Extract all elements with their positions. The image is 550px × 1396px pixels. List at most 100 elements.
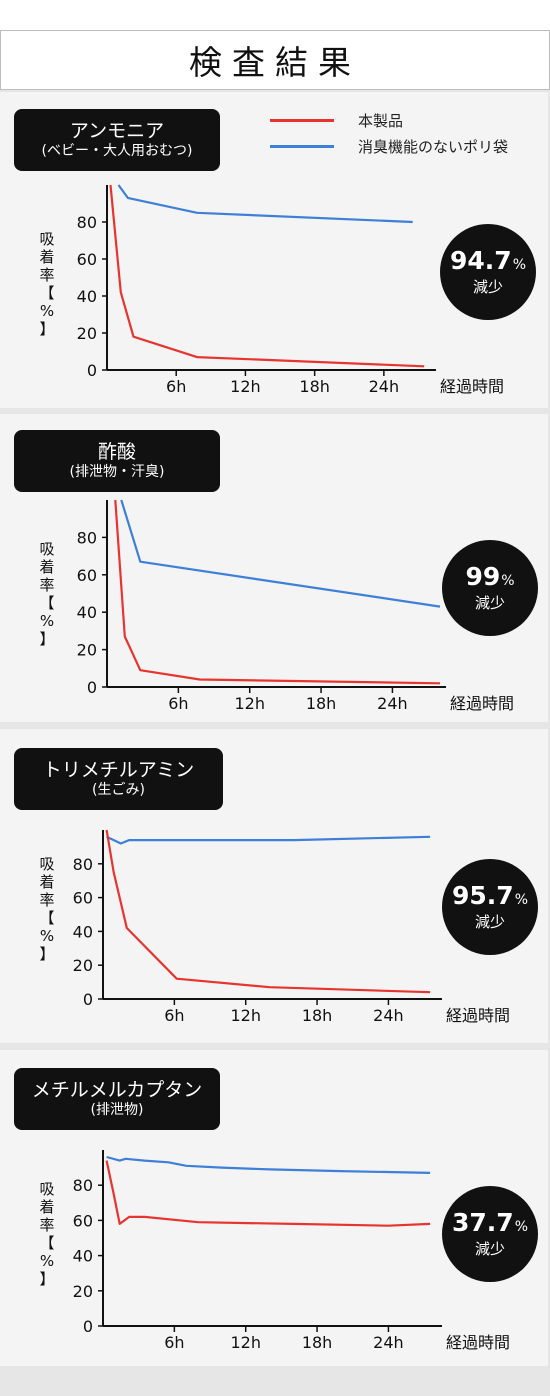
legend-label: 本製品: [358, 112, 404, 130]
y-axis-label-char: %: [39, 1252, 55, 1270]
y-axis-label-char: 】: [39, 320, 55, 338]
x-tick-label: 12h: [230, 377, 261, 396]
y-axis-label-char: 着: [39, 1198, 55, 1216]
x-tick-label: 24h: [373, 1333, 404, 1352]
gas-source: (排泄物): [90, 1102, 144, 1118]
y-axis-label-char: 】: [39, 630, 55, 648]
reduction-badge: 94.7% 減少: [440, 224, 536, 320]
gas-label-box: アンモニア (ベビー・大人用おむつ): [14, 109, 220, 171]
reduction-value: 99: [465, 562, 501, 591]
x-tick-label: 18h: [302, 1006, 333, 1025]
gas-name: メチルメルカプタン: [31, 1079, 203, 1101]
x-tick-label: 18h: [306, 694, 337, 713]
x-tick-label: 6h: [168, 694, 188, 713]
y-axis-label-char: 着: [39, 248, 55, 266]
y-axis-label-char: 吸: [39, 230, 55, 248]
y-tick-label: 40: [77, 603, 97, 622]
gas-label-box: トリメチルアミン (生ごみ): [14, 748, 223, 810]
y-axis-label: 吸 着 率 【 % 】: [38, 1180, 56, 1288]
x-tick-label: 6h: [164, 1006, 184, 1025]
y-tick-label: 0: [83, 990, 93, 1009]
y-tick-label: 80: [73, 855, 93, 874]
y-tick-label: 60: [77, 566, 97, 585]
y-tick-label: 0: [83, 1317, 93, 1336]
reduction-text: 減少: [474, 1240, 505, 1258]
y-axis-label-char: 【: [39, 909, 55, 927]
y-axis-label-char: 吸: [39, 855, 55, 873]
y-axis-label-char: 率: [39, 576, 55, 594]
x-tick-label: 24h: [369, 377, 400, 396]
reduction-badge: 37.7% 減少: [442, 1186, 538, 1282]
y-tick-label: 20: [73, 1282, 93, 1301]
gas-name: アンモニア: [69, 120, 165, 142]
x-axis-label: 経過時間: [450, 694, 514, 713]
y-axis-label-char: %: [39, 927, 55, 945]
x-tick-label: 24h: [377, 694, 408, 713]
y-tick-label: 0: [87, 678, 97, 697]
title-box: 検査結果: [0, 30, 550, 90]
reduction-value: 37.7: [452, 1208, 514, 1237]
y-axis-label: 吸 着 率 【 % 】: [38, 230, 56, 338]
y-tick-label: 80: [73, 1176, 93, 1195]
x-tick-label: 12h: [234, 694, 265, 713]
y-tick-label: 20: [73, 956, 93, 975]
y-axis-label-char: 】: [39, 1270, 55, 1288]
gas-label-box: メチルメルカプタン (排泄物): [14, 1068, 220, 1130]
gas-source: (生ごみ): [92, 782, 145, 798]
reduction-text: 減少: [474, 594, 505, 612]
x-tick-label: 6h: [166, 377, 186, 396]
y-tick-label: 60: [73, 1211, 93, 1230]
reduction-value: 95.7: [452, 881, 514, 910]
y-tick-label: 40: [73, 1247, 93, 1266]
x-tick-label: 12h: [230, 1006, 261, 1025]
y-tick-label: 40: [73, 922, 93, 941]
y-tick-label: 20: [77, 641, 97, 660]
x-tick-label: 18h: [299, 377, 330, 396]
reduction-unit: %: [514, 892, 528, 908]
y-axis-label-char: %: [39, 612, 55, 630]
y-tick-label: 80: [77, 213, 97, 232]
series-line: [109, 184, 425, 368]
series-line: [106, 835, 431, 845]
series-line: [105, 1160, 431, 1227]
series-line: [114, 499, 441, 685]
x-tick-label: 18h: [302, 1333, 333, 1352]
reduction-unit: %: [512, 257, 526, 273]
gas-label-box: 酢酸 (排泄物・汗臭): [14, 430, 220, 492]
y-axis-label-char: 【: [39, 1234, 55, 1252]
x-tick-label: 12h: [230, 1333, 261, 1352]
y-axis-label-char: 率: [39, 266, 55, 284]
y-tick-label: 20: [77, 324, 97, 343]
y-axis-label-char: 【: [39, 594, 55, 612]
legend-item-plain-bag: 消臭機能のないポリ袋: [270, 136, 508, 157]
y-tick-label: 80: [77, 528, 97, 547]
series-line: [117, 184, 413, 224]
x-axis-label: 経過時間: [446, 1006, 510, 1025]
y-axis-label-char: 率: [39, 1216, 55, 1234]
series-line: [105, 829, 431, 994]
y-axis-label-char: 【: [39, 284, 55, 302]
page-title: 検査結果: [189, 43, 361, 82]
reduction-unit: %: [501, 573, 515, 589]
y-axis-label-char: 着: [39, 873, 55, 891]
x-axis-label: 経過時間: [440, 377, 504, 396]
legend-swatch-blue: [270, 145, 334, 148]
y-axis-label-char: 】: [39, 945, 55, 963]
y-axis-label-char: 吸: [39, 1180, 55, 1198]
reduction-value: 94.7: [450, 246, 512, 275]
y-axis-label: 吸 着 率 【 % 】: [38, 855, 56, 963]
y-axis-label-char: 率: [39, 891, 55, 909]
legend-item-product: 本製品: [270, 110, 403, 131]
reduction-text: 減少: [474, 913, 505, 931]
x-tick-label: 24h: [373, 1006, 404, 1025]
legend: 本製品 消臭機能のないポリ袋: [270, 110, 545, 160]
y-axis-label-char: 吸: [39, 540, 55, 558]
reduction-badge: 99% 減少: [442, 540, 538, 636]
y-axis-label-char: 着: [39, 558, 55, 576]
reduction-text: 減少: [472, 278, 503, 296]
y-tick-label: 40: [77, 287, 97, 306]
reduction-badge: 95.7% 減少: [442, 859, 538, 955]
y-axis-label-char: %: [39, 302, 55, 320]
x-tick-label: 6h: [164, 1333, 184, 1352]
